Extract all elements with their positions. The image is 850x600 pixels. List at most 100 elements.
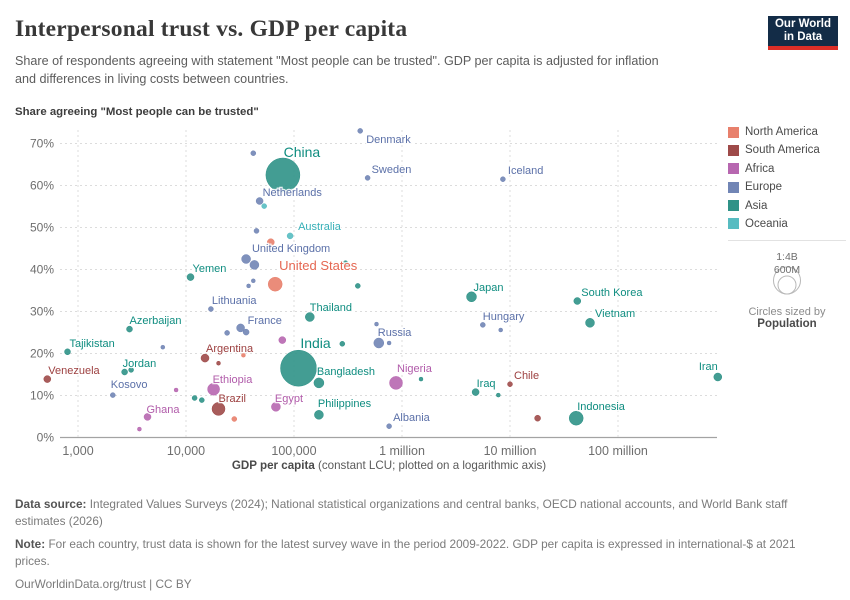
data-point[interactable] — [216, 360, 221, 366]
x-tick-label: 10 million — [484, 444, 537, 458]
country-label-tajikistan: Tajikistan — [70, 338, 115, 350]
legend-item-europe[interactable]: Europe — [728, 181, 846, 193]
legend-swatch-icon — [728, 218, 739, 230]
country-label-vietnam: Vietnam — [595, 308, 635, 320]
legend-item-asia[interactable]: Asia — [728, 200, 846, 212]
legend-item-label: North America — [745, 126, 818, 138]
data-point[interactable] — [374, 321, 379, 327]
country-label-argentina: Argentina — [206, 343, 254, 355]
country-label-lithuania: Lithuania — [212, 295, 258, 307]
data-point-china[interactable] — [265, 157, 301, 193]
legend-swatch-icon — [728, 126, 739, 138]
data-point-sweden[interactable] — [364, 175, 371, 181]
country-label-chile: Chile — [514, 370, 539, 382]
data-point[interactable] — [496, 392, 501, 398]
y-tick-label: 0% — [37, 431, 55, 445]
legend-item-africa[interactable]: Africa — [728, 163, 846, 175]
data-point[interactable] — [418, 376, 424, 382]
country-label-iran: Iran — [699, 361, 718, 373]
data-point[interactable] — [534, 414, 541, 422]
data-point[interactable] — [128, 367, 134, 373]
data-point-tajikistan[interactable] — [64, 348, 71, 356]
note-line: Note: For each country, trust data is sh… — [15, 536, 833, 569]
data-point[interactable] — [253, 228, 260, 234]
data-point[interactable] — [224, 330, 230, 336]
country-label-france: France — [248, 315, 282, 327]
data-point[interactable] — [173, 387, 179, 393]
data-point[interactable] — [246, 283, 251, 289]
data-point[interactable] — [250, 150, 257, 156]
data-point[interactable] — [137, 426, 142, 432]
data-point[interactable] — [231, 416, 238, 422]
y-tick-label: 60% — [30, 179, 54, 193]
data-point-nigeria[interactable] — [389, 376, 403, 390]
legend-divider — [728, 239, 846, 241]
country-label-ethiopia: Ethiopia — [213, 374, 254, 386]
data-point[interactable] — [342, 260, 349, 266]
legend-item-north-america[interactable]: North America — [728, 126, 846, 138]
data-point[interactable] — [339, 341, 346, 347]
data-point-russia[interactable] — [373, 337, 385, 349]
data-point-albania[interactable] — [386, 423, 392, 429]
legend-items: North America South America Africa Europe As… — [728, 126, 846, 230]
data-point-iceland[interactable] — [500, 176, 506, 182]
data-point[interactable] — [191, 395, 198, 401]
data-point-kosovo[interactable] — [110, 392, 116, 398]
x-axis-title: GDP per capita (constant LCU; plotted on… — [60, 459, 718, 472]
legend-item-south-america[interactable]: South America — [728, 144, 846, 156]
data-point-japan[interactable] — [466, 291, 477, 303]
data-point-hungary[interactable] — [480, 322, 486, 328]
data-point[interactable] — [242, 328, 250, 336]
scatter-plot: 0% 10% 20% 30% 40% 50% 60% 70% 1,000 10,000 100,00… — [30, 128, 723, 458]
data-point-azerbaijan[interactable] — [126, 325, 133, 333]
data-point-india[interactable] — [280, 349, 317, 387]
data-point-united-states[interactable] — [267, 276, 283, 292]
legend-item-oceania[interactable]: Oceania — [728, 218, 846, 230]
country-label-japan: Japan — [474, 282, 504, 294]
data-point-brazil[interactable] — [211, 402, 226, 416]
data-point-netherlands[interactable] — [255, 197, 264, 205]
data-point[interactable] — [199, 397, 205, 403]
data-point[interactable] — [160, 344, 166, 350]
data-point[interactable] — [498, 327, 503, 333]
data-point-iran[interactable] — [713, 372, 723, 382]
country-label-bangladesh: Bangladesh — [317, 366, 375, 378]
data-point-jordan[interactable] — [121, 368, 128, 376]
data-point[interactable] — [241, 352, 246, 358]
data-point[interactable] — [251, 278, 256, 284]
data-point[interactable] — [267, 238, 275, 246]
y-tick-label: 70% — [30, 137, 54, 151]
data-point[interactable] — [278, 336, 287, 344]
legend-item-label: Europe — [745, 181, 783, 194]
data-point-france[interactable] — [236, 323, 245, 333]
data-point-chile[interactable] — [507, 381, 513, 387]
data-point[interactable] — [249, 260, 260, 270]
data-point-lithuania[interactable] — [208, 306, 214, 312]
data-point-south-korea[interactable] — [573, 297, 582, 305]
data-point-venezuela[interactable] — [43, 375, 52, 383]
data-point-vietnam[interactable] — [585, 318, 595, 328]
data-point-thailand[interactable] — [305, 312, 315, 322]
data-point[interactable] — [261, 203, 267, 209]
data-point-denmark[interactable] — [357, 128, 363, 134]
data-point-bangladesh[interactable] — [313, 377, 325, 389]
data-point-argentina[interactable] — [200, 353, 210, 363]
data-point-egypt[interactable] — [271, 402, 281, 412]
country-label-netherlands: Netherlands — [263, 187, 323, 199]
data-point-iraq[interactable] — [471, 388, 480, 396]
data-point-ghana[interactable] — [143, 413, 152, 421]
data-point-philippines[interactable] — [314, 410, 324, 420]
data-point-indonesia[interactable] — [568, 410, 584, 426]
license-link[interactable]: OurWorldinData.org/trust | CC BY — [15, 577, 192, 592]
data-point-ethiopia[interactable] — [207, 382, 220, 396]
data-point-united-kingdom[interactable] — [241, 254, 251, 264]
data-point[interactable] — [355, 283, 361, 289]
y-tick-label: 40% — [30, 263, 54, 277]
data-point-yemen[interactable] — [186, 273, 195, 281]
owid-logo[interactable]: Our World in Data — [768, 16, 838, 50]
data-point-australia[interactable] — [286, 232, 294, 240]
country-label-sweden: Sweden — [372, 164, 412, 176]
data-point[interactable] — [386, 340, 392, 346]
country-label-iraq: Iraq — [477, 378, 496, 390]
